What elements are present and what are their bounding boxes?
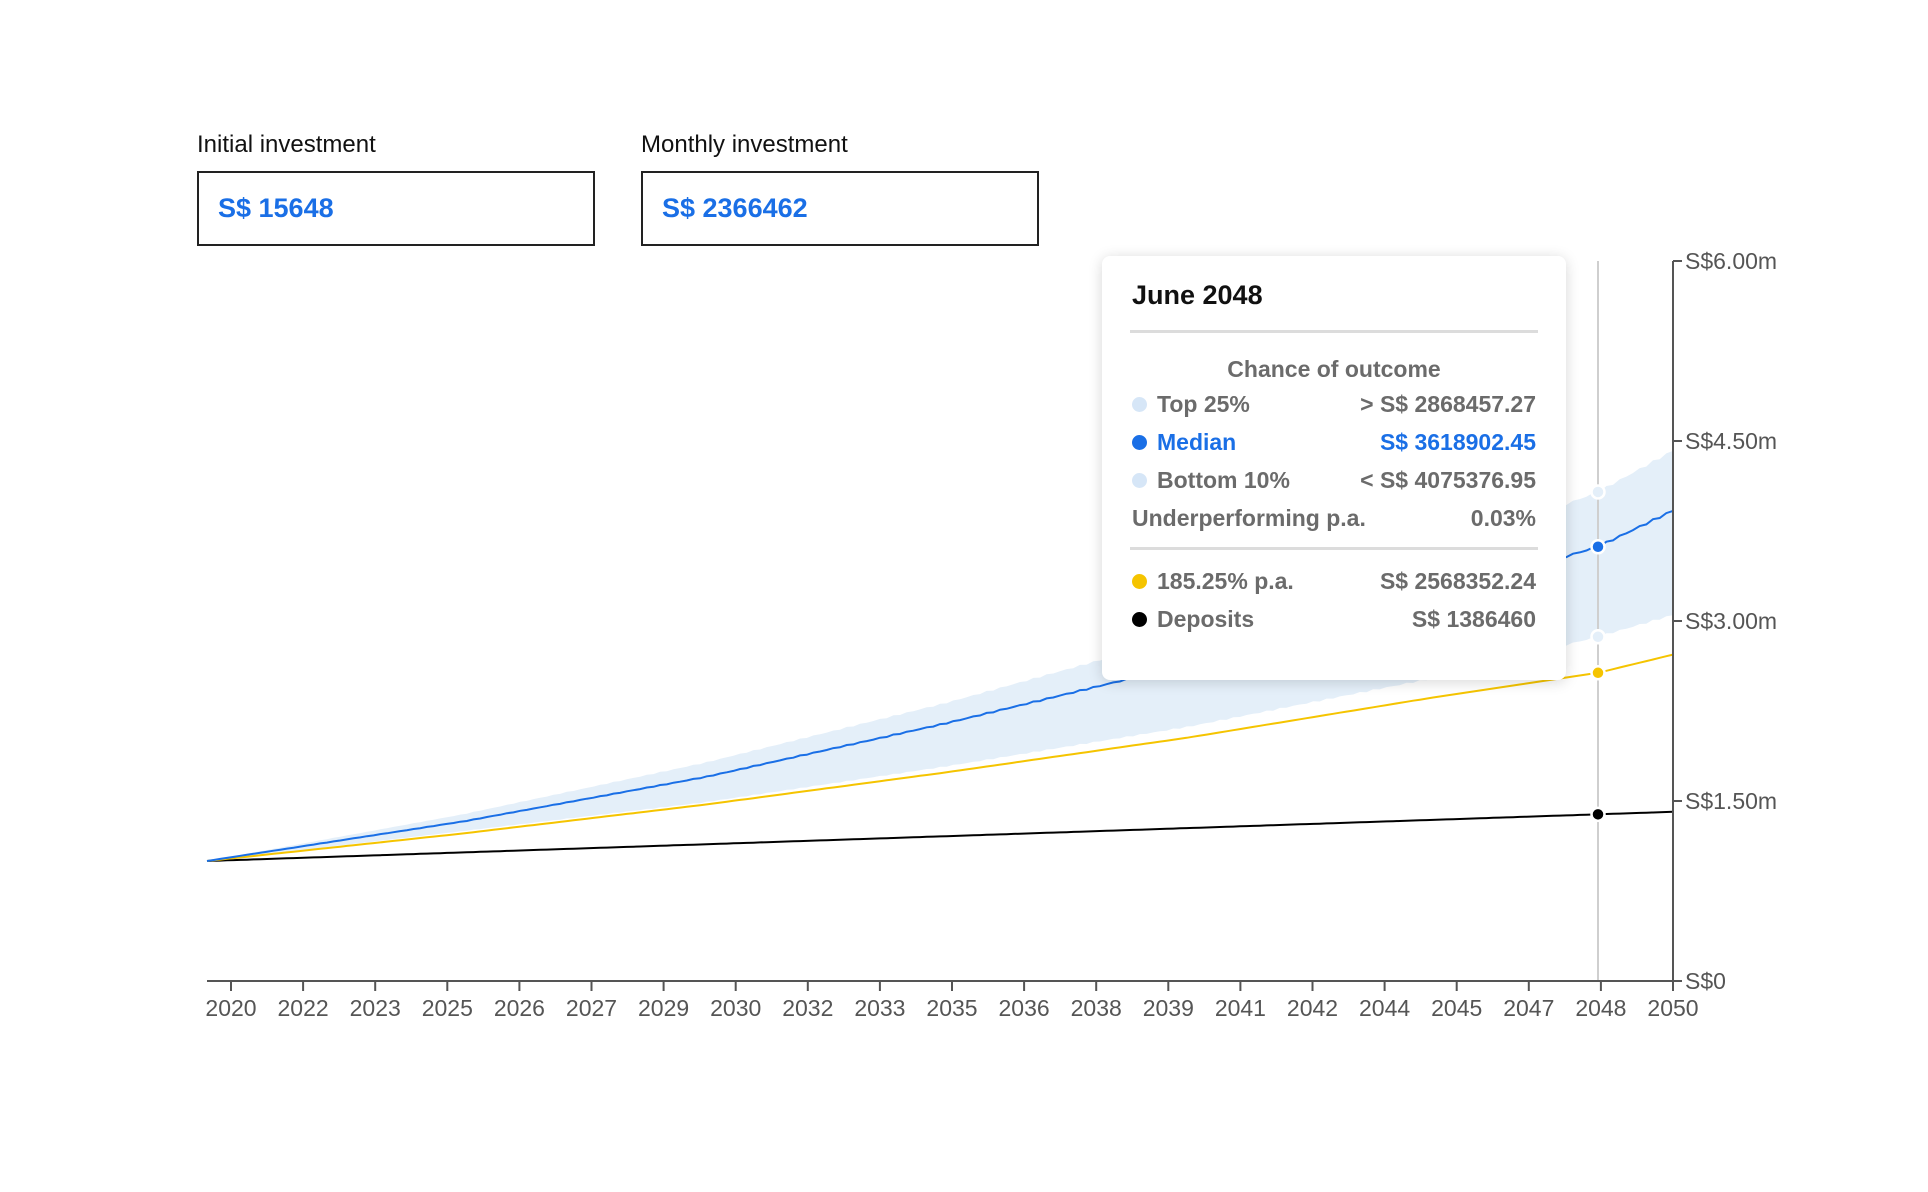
x-tick-label: 2030 [710,995,761,1021]
tooltip-row-label: Top 25% [1157,390,1250,417]
tooltip-row-value: < S$ 4075376.95 [1360,466,1536,493]
tooltip-row-value: 0.03% [1470,504,1536,531]
x-tick-label: 2023 [350,995,401,1021]
tooltip-subtitle: Chance of outcome [1227,356,1441,382]
x-tick-label: 2026 [494,995,545,1021]
tooltip-row-value: S$ 2568352.24 [1379,567,1536,594]
top25-marker [1590,484,1606,500]
tooltip-divider [1130,330,1538,333]
monthly-investment-label: Monthly investment [641,131,848,158]
x-tick-label: 2044 [1359,995,1410,1021]
tooltip-row-underperforming: Underperforming p.a. 0.03% [1132,499,1536,537]
initial-investment-field[interactable] [197,171,595,246]
x-tick-label: 2033 [854,995,905,1021]
x-tick-label: 2042 [1287,995,1338,1021]
x-tick-label: 2032 [782,995,833,1021]
tooltip-divider [1130,547,1538,550]
tooltip-row-value: > S$ 2868457.27 [1360,390,1536,417]
tooltip-row-bottom10: Bottom 10% < S$ 4075376.95 [1132,461,1536,499]
bottom10-marker [1590,629,1606,645]
y-tick-label: S$6.00m [1685,248,1777,274]
tooltip-row-growth: 185.25% p.a. S$ 2568352.24 [1132,562,1536,600]
chart-tooltip: June 2048 Chance of outcome Top 25% > S$… [1102,256,1566,680]
monthly-investment-field[interactable] [641,171,1039,246]
x-tick-label: 2038 [1071,995,1122,1021]
tooltip-row-value: S$ 1386460 [1411,605,1536,632]
tooltip-row-label: Bottom 10% [1157,466,1290,493]
initial-investment-input[interactable] [218,193,593,224]
x-tick-label: 2025 [422,995,473,1021]
tooltip-row-label: Median [1157,428,1237,455]
tooltip-row-top25: Top 25% > S$ 2868457.27 [1132,385,1536,423]
deposits-marker [1590,806,1606,823]
deposits-line [206,810,1674,862]
y-tick-label: S$0 [1685,968,1726,994]
median-dot-icon [1132,434,1147,450]
bottom10-dot-icon [1132,472,1147,488]
x-tick-label: 2041 [1215,995,1266,1021]
x-tick-label: 2050 [1647,995,1698,1021]
y-tick-label: S$4.50m [1685,428,1777,454]
tooltip-row-deposits: Deposits S$ 1386460 [1132,600,1536,638]
x-tick-label: 2036 [999,995,1050,1021]
tooltip-row-median: Median S$ 3618902.45 [1132,423,1536,461]
tooltip-row-value: S$ 3618902.45 [1379,428,1536,455]
growth-dot-icon [1132,573,1147,589]
tooltip-title: June 2048 [1132,280,1263,310]
x-tick-label: 2027 [566,995,617,1021]
tooltip-row-label: Deposits [1157,605,1255,632]
median-marker [1590,538,1606,555]
x-tick-label: 2045 [1431,995,1482,1021]
tooltip-row-label: Underperforming p.a. [1132,504,1366,531]
x-tick-label: 2029 [638,995,689,1021]
x-tick-label: 2047 [1503,995,1554,1021]
initial-investment-label: Initial investment [197,131,376,158]
x-tick-label: 2035 [926,995,977,1021]
deposits-dot-icon [1132,611,1147,627]
y-tick-label: S$1.50m [1685,788,1777,814]
top25-dot-icon [1132,396,1147,412]
monthly-investment-input[interactable] [662,193,1037,224]
x-tick-label: 2039 [1143,995,1194,1021]
x-tick-label: 2022 [278,995,329,1021]
x-tick-label: 2020 [205,995,256,1021]
growth-line [206,653,1674,862]
y-tick-label: S$3.00m [1685,608,1777,634]
x-tick-label: 2048 [1575,995,1626,1021]
growth-marker [1590,665,1606,681]
tooltip-row-label: 185.25% p.a. [1157,567,1294,594]
